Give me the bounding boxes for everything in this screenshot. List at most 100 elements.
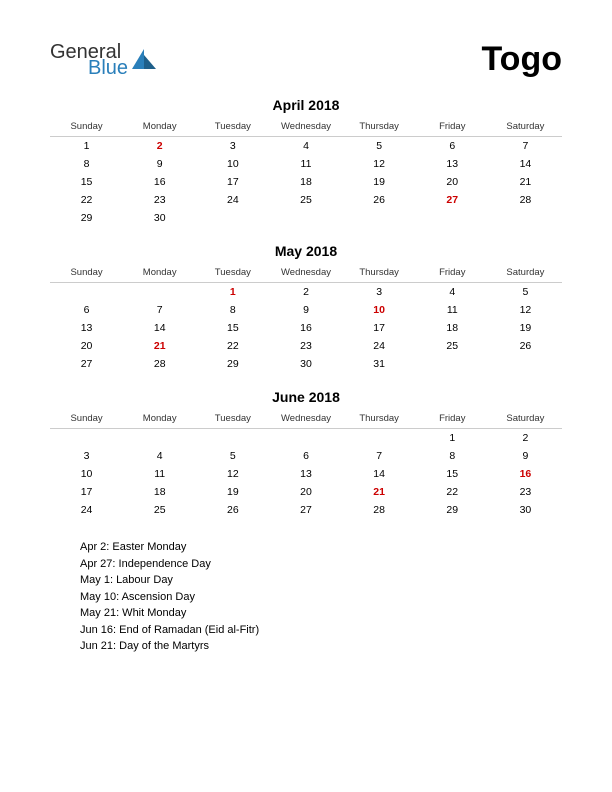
day-cell xyxy=(50,283,123,302)
day-cell: 25 xyxy=(269,191,342,209)
day-cell: 11 xyxy=(123,465,196,483)
day-cell: 7 xyxy=(343,447,416,465)
day-cell: 17 xyxy=(343,319,416,337)
day-cell: 3 xyxy=(343,283,416,302)
day-cell xyxy=(489,355,562,373)
day-cell: 28 xyxy=(489,191,562,209)
holiday-note: Jun 21: Day of the Martyrs xyxy=(80,638,562,655)
month-block: April 2018SundayMondayTuesdayWednesdayTh… xyxy=(50,97,562,227)
day-cell: 21 xyxy=(343,483,416,501)
day-cell: 5 xyxy=(489,283,562,302)
day-cell: 26 xyxy=(489,337,562,355)
day-cell: 6 xyxy=(269,447,342,465)
day-header: Wednesday xyxy=(269,117,342,137)
day-cell: 6 xyxy=(416,137,489,156)
holiday-note: Jun 16: End of Ramadan (Eid al-Fitr) xyxy=(80,622,562,639)
holiday-note: May 1: Labour Day xyxy=(80,572,562,589)
table-row: 6789101112 xyxy=(50,301,562,319)
day-cell: 13 xyxy=(416,155,489,173)
table-row: 13141516171819 xyxy=(50,319,562,337)
calendar-container: April 2018 SundayMondayTuesdayWednesdayTh… xyxy=(50,97,562,519)
day-cell: 28 xyxy=(123,355,196,373)
day-cell xyxy=(416,209,489,227)
day-cell: 13 xyxy=(50,319,123,337)
day-cell xyxy=(416,355,489,373)
table-row: 12345 xyxy=(50,283,562,302)
table-row: 2728293031 xyxy=(50,355,562,373)
day-header: Friday xyxy=(416,263,489,283)
month-title: April 2018 xyxy=(50,97,562,113)
day-cell: 24 xyxy=(50,501,123,519)
day-cell: 3 xyxy=(50,447,123,465)
day-cell: 24 xyxy=(343,337,416,355)
day-cell: 30 xyxy=(489,501,562,519)
day-cell: 20 xyxy=(416,173,489,191)
day-cell: 20 xyxy=(269,483,342,501)
logo-text-blue: Blue xyxy=(88,58,128,78)
day-cell: 22 xyxy=(416,483,489,501)
day-header: Tuesday xyxy=(196,263,269,283)
day-header: Thursday xyxy=(343,263,416,283)
table-row: 24252627282930 xyxy=(50,501,562,519)
day-cell: 21 xyxy=(123,337,196,355)
holiday-note: May 10: Ascension Day xyxy=(80,589,562,606)
day-cell: 4 xyxy=(269,137,342,156)
day-cell: 7 xyxy=(123,301,196,319)
table-row: 15161718192021 xyxy=(50,173,562,191)
day-cell: 9 xyxy=(269,301,342,319)
day-cell xyxy=(123,283,196,302)
day-header: Wednesday xyxy=(269,263,342,283)
day-cell: 25 xyxy=(416,337,489,355)
day-cell: 7 xyxy=(489,137,562,156)
day-cell xyxy=(196,209,269,227)
calendar-table: SundayMondayTuesdayWednesdayThursdayFrid… xyxy=(50,263,562,373)
table-row: 22232425262728 xyxy=(50,191,562,209)
day-cell xyxy=(269,209,342,227)
day-cell: 10 xyxy=(343,301,416,319)
day-cell: 3 xyxy=(196,137,269,156)
day-cell: 26 xyxy=(343,191,416,209)
day-header: Thursday xyxy=(343,409,416,429)
day-cell: 22 xyxy=(50,191,123,209)
day-cell: 15 xyxy=(50,173,123,191)
day-cell xyxy=(343,209,416,227)
day-cell: 14 xyxy=(343,465,416,483)
day-cell: 1 xyxy=(50,137,123,156)
day-cell: 5 xyxy=(343,137,416,156)
day-cell: 21 xyxy=(489,173,562,191)
day-cell: 18 xyxy=(269,173,342,191)
day-cell xyxy=(489,209,562,227)
day-header: Sunday xyxy=(50,117,123,137)
day-cell: 27 xyxy=(416,191,489,209)
table-row: 1234567 xyxy=(50,137,562,156)
holiday-note: Apr 27: Independence Day xyxy=(80,556,562,573)
holiday-list: Apr 2: Easter MondayApr 27: Independence… xyxy=(50,539,562,655)
table-row: 2930 xyxy=(50,209,562,227)
day-cell: 18 xyxy=(123,483,196,501)
day-header: Tuesday xyxy=(196,409,269,429)
day-cell: 22 xyxy=(196,337,269,355)
day-cell: 10 xyxy=(196,155,269,173)
month-title: June 2018 xyxy=(50,389,562,405)
table-row: 10111213141516 xyxy=(50,465,562,483)
day-header: Saturday xyxy=(489,409,562,429)
day-cell: 30 xyxy=(269,355,342,373)
day-cell xyxy=(50,429,123,448)
holiday-note: Apr 2: Easter Monday xyxy=(80,539,562,556)
day-cell: 15 xyxy=(416,465,489,483)
day-cell: 27 xyxy=(269,501,342,519)
day-cell: 13 xyxy=(269,465,342,483)
day-cell: 26 xyxy=(196,501,269,519)
day-header: Thursday xyxy=(343,117,416,137)
day-cell: 31 xyxy=(343,355,416,373)
day-cell xyxy=(269,429,342,448)
day-cell: 2 xyxy=(123,137,196,156)
day-cell: 29 xyxy=(416,501,489,519)
day-cell: 23 xyxy=(269,337,342,355)
logo: General Blue xyxy=(50,42,160,78)
day-cell: 8 xyxy=(416,447,489,465)
day-cell: 19 xyxy=(196,483,269,501)
day-cell: 4 xyxy=(416,283,489,302)
day-cell: 1 xyxy=(416,429,489,448)
day-header: Friday xyxy=(416,409,489,429)
